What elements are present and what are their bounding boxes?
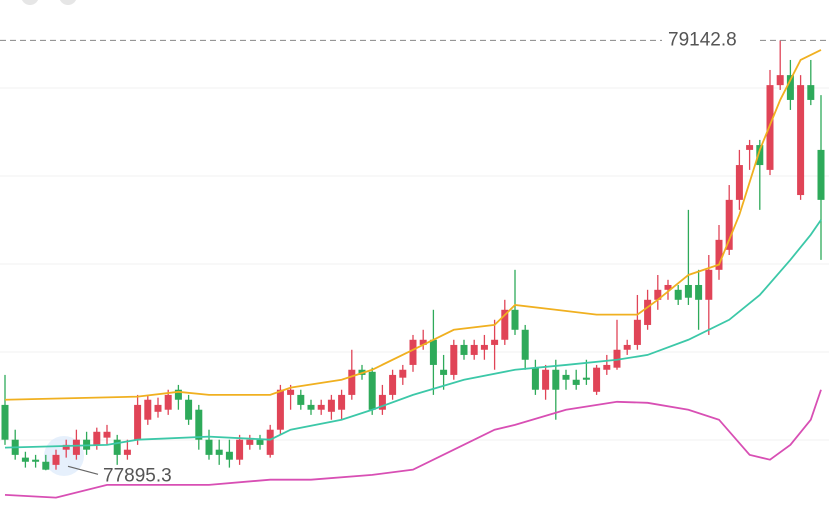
- candle-body: [684, 284, 692, 298]
- candle-body: [154, 404, 162, 412]
- candle-body: [593, 367, 601, 392]
- candle-body: [480, 344, 488, 350]
- candle-body: [776, 75, 784, 86]
- candle-body: [174, 389, 182, 400]
- candle-body: [633, 319, 641, 345]
- low-price-arrow: [67, 465, 99, 475]
- candle-body: [623, 344, 631, 350]
- candle-body: [368, 371, 376, 410]
- candle-body: [440, 369, 448, 375]
- candle-body: [317, 404, 325, 410]
- candle-body: [735, 165, 743, 200]
- candle-body: [1, 404, 9, 440]
- candle-body: [338, 394, 346, 410]
- candle-body: [72, 439, 80, 455]
- candle-body: [389, 374, 397, 395]
- candle-body: [470, 344, 478, 355]
- candle-body: [164, 394, 172, 410]
- candle-body: [52, 454, 60, 465]
- high-price-label: 79142.8: [668, 29, 737, 50]
- candle-body: [807, 85, 815, 100]
- candle-body: [756, 145, 764, 166]
- candle-body: [429, 339, 437, 365]
- candle-body: [562, 374, 570, 380]
- candle-body: [521, 329, 529, 360]
- toolbar-icon[interactable]: [59, 0, 77, 5]
- candle-body: [542, 369, 550, 390]
- candle-body: [266, 429, 274, 455]
- candle-body: [511, 309, 519, 330]
- candle-body: [103, 431, 111, 438]
- indicator-line: [4, 49, 822, 401]
- candle-body: [460, 344, 468, 355]
- candle-body: [817, 149, 825, 200]
- candle-body: [491, 339, 499, 345]
- candle-body: [552, 369, 560, 390]
- candle-body: [21, 457, 29, 462]
- candle-body: [113, 439, 121, 455]
- candle-body: [399, 369, 407, 378]
- candle-body: [195, 409, 203, 440]
- candle-body: [725, 199, 733, 250]
- candle-body: [572, 379, 580, 385]
- candle-body: [450, 344, 458, 375]
- grid: [0, 87, 829, 441]
- candle-body: [613, 349, 621, 368]
- candle-body: [746, 145, 754, 150]
- candle-body: [134, 404, 142, 440]
- candle-body: [185, 399, 193, 420]
- candle-body: [644, 299, 652, 325]
- candle-body: [409, 339, 417, 365]
- low-price-label: 77895.3: [103, 465, 172, 486]
- candle-body: [582, 377, 590, 380]
- candle-body: [287, 389, 295, 395]
- candle-body: [797, 85, 805, 196]
- candle-body: [664, 284, 672, 290]
- candle-body: [531, 367, 539, 390]
- candle-body: [378, 394, 386, 410]
- candle-body: [215, 449, 223, 455]
- candle-body: [674, 289, 682, 300]
- candle-body: [42, 461, 50, 470]
- plot-area: 79142.8 77895.3: [0, 28, 829, 499]
- label-background: [662, 28, 758, 53]
- candle-body: [695, 284, 703, 300]
- candle-body: [419, 339, 427, 345]
- toolbar-icon[interactable]: [21, 0, 39, 5]
- candle-body: [225, 451, 233, 460]
- candle-body: [123, 449, 131, 455]
- candle-body: [297, 394, 305, 405]
- candle-body: [276, 389, 284, 430]
- candle-body: [205, 439, 213, 455]
- candle-body: [766, 85, 774, 170]
- candle-body: [236, 439, 244, 460]
- candle-body: [246, 439, 254, 445]
- candle-body: [348, 369, 356, 395]
- candle-body: [32, 459, 40, 462]
- candle-body: [256, 439, 264, 445]
- candle-body: [501, 309, 509, 340]
- candle-body: [786, 75, 794, 100]
- candle-body: [654, 289, 662, 300]
- candle-body: [93, 431, 101, 445]
- indicator-line: [4, 389, 822, 499]
- candle-body: [62, 444, 70, 450]
- candle-body: [144, 399, 152, 420]
- indicator-line: [4, 219, 822, 449]
- candle-body: [307, 404, 315, 410]
- candle-body: [705, 269, 713, 300]
- candle-body: [603, 364, 611, 370]
- candle-body: [327, 399, 335, 412]
- candle-body: [715, 239, 723, 270]
